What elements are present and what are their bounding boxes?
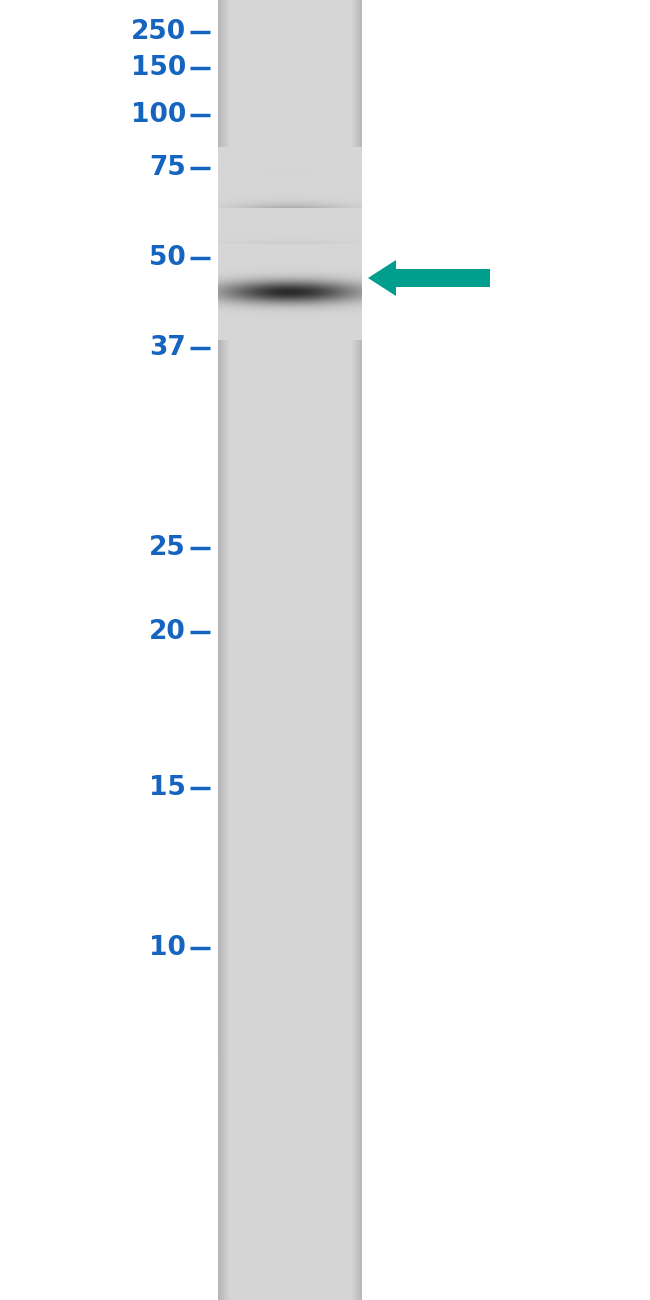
Text: 10: 10 [149, 935, 186, 961]
Text: 25: 25 [149, 536, 186, 562]
Text: 250: 250 [131, 20, 186, 46]
Text: 100: 100 [131, 101, 186, 127]
FancyArrow shape [368, 260, 490, 296]
Text: 20: 20 [149, 619, 186, 645]
Text: 75: 75 [149, 155, 186, 181]
Text: 50: 50 [149, 244, 186, 270]
Text: 37: 37 [149, 335, 186, 361]
Text: 15: 15 [149, 775, 186, 801]
Text: 150: 150 [131, 55, 186, 81]
